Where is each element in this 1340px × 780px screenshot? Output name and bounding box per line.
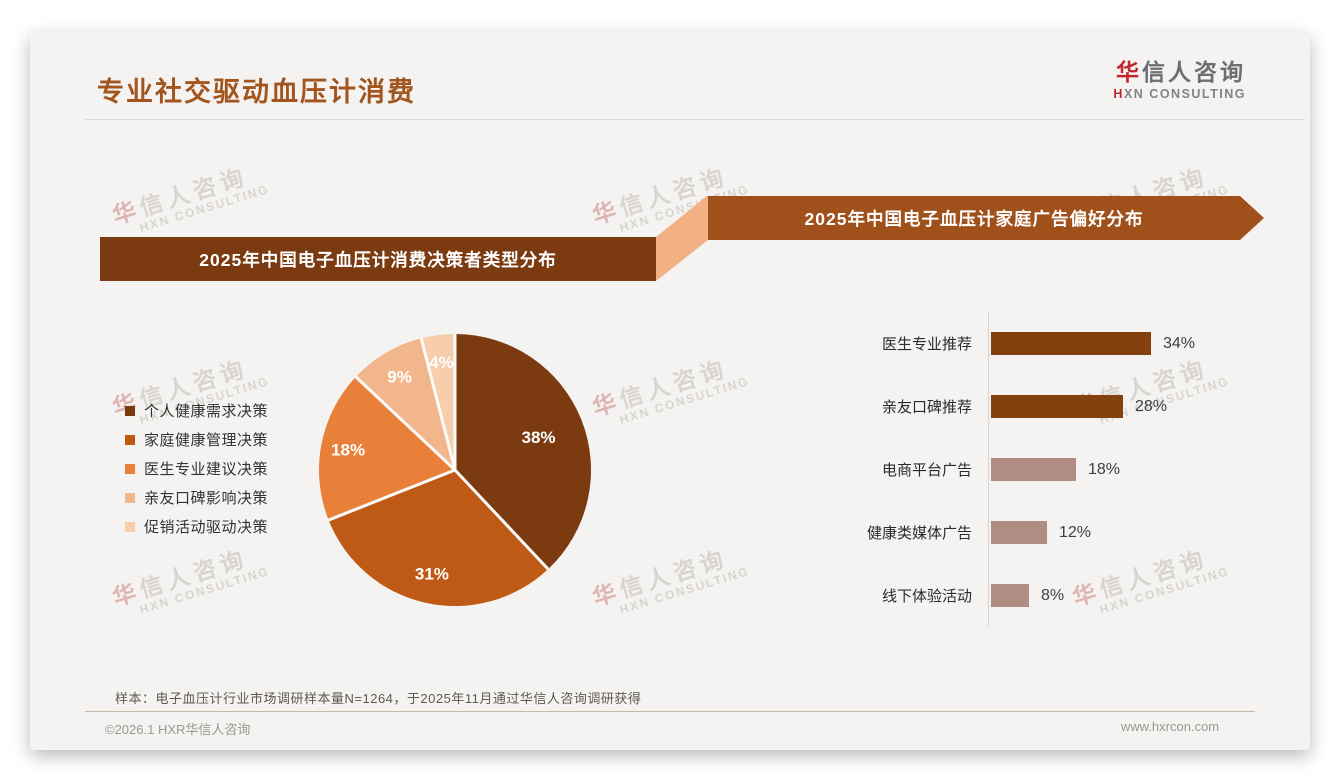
sample-note: 样本：电子血压计行业市场调研样本量N=1264，于2025年11月通过华信人咨询… <box>115 691 642 706</box>
bar <box>991 458 1076 481</box>
pie-slice <box>328 470 549 607</box>
bar-row: 电商平台广告 18% <box>845 438 1291 501</box>
bar-row: 健康类媒体广告 12% <box>845 501 1291 564</box>
page-title: 专业社交驱动血压计消费 <box>97 77 416 107</box>
pie-slice <box>355 338 455 470</box>
bar-chart: 医生专业推荐 34% 亲友口碑推荐 28% 电商平台广告 18% 健康类媒体广告 12% 线下体… <box>845 312 1291 627</box>
bar-chart-banner: 2025年中国电子血压计家庭广告偏好分布 <box>708 196 1264 240</box>
bar-category-label: 电商平台广告 <box>881 462 972 479</box>
brand-logo-en-accent: H <box>1113 87 1124 101</box>
legend-label: 亲友口碑影响决策 <box>144 490 269 507</box>
legend-label: 家庭健康管理决策 <box>144 432 269 449</box>
bar-value-label: 34% <box>1163 334 1196 352</box>
pie-slice-divider <box>453 468 550 571</box>
bar-category-label: 线下体验活动 <box>881 588 972 605</box>
brand-logo-chinese: 华信人咨询 <box>1113 58 1246 86</box>
pie-slice-divider <box>327 468 456 522</box>
pie-slice-value-label: 31% <box>415 565 449 584</box>
pie-legend: 个人健康需求决策 家庭健康管理决策 医生专业建议决策 亲友口碑影响决策 促销活动驱动决策 <box>125 396 268 541</box>
pie-slice-value-label: 4% <box>429 353 454 372</box>
pie-slice-value-label: 38% <box>521 428 555 447</box>
bar-value-label: 12% <box>1059 523 1092 541</box>
bar-track: 28% <box>988 375 1291 438</box>
copyright-text: ©2026.1 HXR华信人咨询 <box>105 722 251 737</box>
pie-slice-divider <box>419 337 457 471</box>
legend-swatch <box>125 405 135 416</box>
bar <box>991 332 1151 355</box>
footer-divider <box>85 711 1255 712</box>
bar-track: 8% <box>988 564 1291 627</box>
brand-logo: 华信人咨询 HXN CONSULTING <box>1113 58 1246 101</box>
bar <box>991 395 1123 418</box>
bar-row: 医生专业推荐 34% <box>845 312 1291 375</box>
bar-track: 12% <box>988 501 1291 564</box>
bar <box>991 521 1047 544</box>
pie-slice <box>319 376 455 521</box>
bar-category-label: 医生专业推荐 <box>881 336 972 353</box>
ribbon-fold <box>656 195 708 281</box>
legend-label: 个人健康需求决策 <box>144 403 269 420</box>
bar-value-label: 28% <box>1135 397 1168 415</box>
pie-slice-divider <box>354 375 457 472</box>
bar-value-label: 8% <box>1041 586 1065 604</box>
header-divider <box>85 119 1305 120</box>
bar-track: 34% <box>988 312 1291 375</box>
brand-logo-accent-char: 华 <box>1116 59 1142 85</box>
pie-slice-value-label: 9% <box>387 367 412 386</box>
legend-item: 家庭健康管理决策 <box>125 425 268 454</box>
pie-slice-value-label: 18% <box>331 441 365 460</box>
legend-item: 亲友口碑影响决策 <box>125 483 268 512</box>
legend-item: 医生专业建议决策 <box>125 454 268 483</box>
brand-logo-en-rest: XN CONSULTING <box>1123 87 1246 101</box>
bar-category-label: 健康类媒体广告 <box>866 525 972 542</box>
bar-value-label: 18% <box>1088 460 1121 478</box>
legend-swatch <box>125 521 135 532</box>
legend-swatch <box>125 492 135 503</box>
brand-logo-english: HXN CONSULTING <box>1113 87 1246 101</box>
legend-label: 医生专业建议决策 <box>144 461 269 478</box>
bar-row: 线下体验活动 8% <box>845 564 1291 627</box>
bar-track: 18% <box>988 438 1291 501</box>
pie-slice <box>455 334 592 570</box>
bar-chart-banner-label: 2025年中国电子血压计家庭广告偏好分布 <box>804 208 1144 229</box>
legend-label: 促销活动驱动决策 <box>144 519 269 536</box>
website-link[interactable]: www.hxrcon.com <box>1120 719 1220 734</box>
bar <box>991 584 1029 607</box>
brand-logo-cn-rest: 信人咨询 <box>1142 59 1246 85</box>
legend-item: 促销活动驱动决策 <box>125 512 268 541</box>
bar-category-label: 亲友口碑推荐 <box>881 399 972 416</box>
legend-item: 个人健康需求决策 <box>125 396 268 425</box>
bar-row: 亲友口碑推荐 28% <box>845 375 1291 438</box>
legend-swatch <box>125 463 135 474</box>
pie-chart: 38% 31% 18% 9% 4% <box>319 334 592 607</box>
legend-swatch <box>125 434 135 445</box>
pie-chart-banner: 2025年中国电子血压计消费决策者类型分布 <box>100 237 656 281</box>
